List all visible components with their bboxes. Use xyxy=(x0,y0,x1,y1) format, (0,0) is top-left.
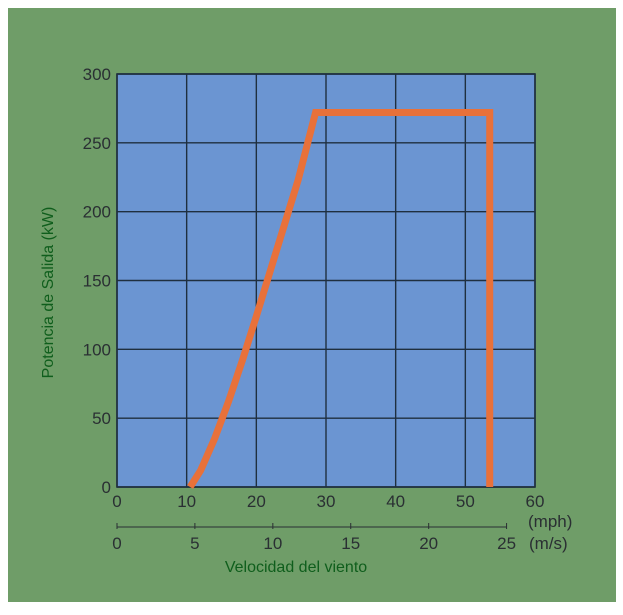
x-axis-label: Velocidad del viento xyxy=(225,559,367,576)
x-tick-label-mph: 30 xyxy=(317,492,336,511)
x-tick-label-ms: 15 xyxy=(341,534,360,553)
y-tick-label: 150 xyxy=(83,272,111,291)
power-curve-line xyxy=(187,109,494,489)
y-tick-label: 0 xyxy=(102,478,111,497)
series-layer xyxy=(187,109,494,489)
x-tick-label-ms: 25 xyxy=(497,534,516,553)
y-tick-label: 100 xyxy=(83,340,111,359)
x-tick-label-mph: 50 xyxy=(456,492,475,511)
x-axis-unit-mph: (mph) xyxy=(528,512,572,531)
x-tick-label-mph: 0 xyxy=(112,492,121,511)
grid xyxy=(116,73,536,488)
x-tick-label-ms: 20 xyxy=(419,534,438,553)
plot-border xyxy=(116,73,536,488)
y-tick-label: 200 xyxy=(83,203,111,222)
x-tick-label-ms: 0 xyxy=(112,534,121,553)
x-tick-label-mph: 10 xyxy=(177,492,196,511)
x-tick-label-mph: 20 xyxy=(247,492,266,511)
x-axis-ms: 0 5 10 15 20 25 xyxy=(112,523,516,553)
y-axis: 0 50 100 150 200 250 300 xyxy=(83,65,111,497)
x-tick-label-ms: 10 xyxy=(263,534,282,553)
y-tick-label: 250 xyxy=(83,134,111,153)
x-axis-unit-ms: (m/s) xyxy=(529,534,568,553)
x-tick-label-mph: 60 xyxy=(526,492,545,511)
y-axis-label: Potencia de Salida (kW) xyxy=(40,207,57,379)
x-axis-mph: 0 10 20 30 40 50 60 xyxy=(112,492,544,511)
x-tick-label-mph: 40 xyxy=(386,492,405,511)
y-tick-label: 50 xyxy=(92,409,111,428)
x-tick-label-ms: 5 xyxy=(190,534,199,553)
y-tick-label: 300 xyxy=(83,65,111,84)
